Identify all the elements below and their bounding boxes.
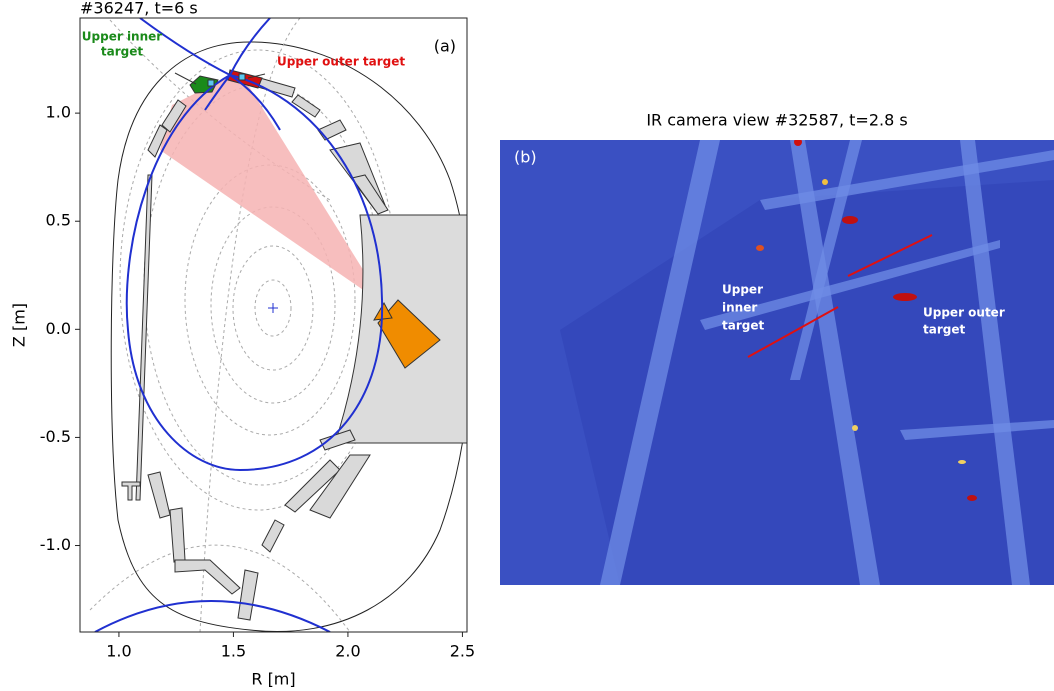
- annotation: target: [101, 45, 143, 59]
- ir-image: [500, 138, 1054, 585]
- annotation: target: [722, 319, 764, 333]
- annotation: Upper: [722, 283, 763, 297]
- annotation: target: [923, 323, 965, 337]
- panel-title: IR camera view #32587, t=2.8 s: [646, 111, 907, 130]
- annotation: Upper outer target: [277, 55, 405, 69]
- y-tick-label: 0.5: [46, 211, 71, 230]
- figure: #36247, t=6 s (a) R [m] Z [m] 1.0 1.5 2.0 2.5 -1…: [0, 0, 1054, 691]
- y-axis-label: Z [m]: [10, 303, 29, 347]
- y-tick-label: -1.0: [40, 535, 71, 554]
- annotation: Upper inner: [82, 30, 162, 44]
- x-tick-label: 1.5: [221, 642, 246, 661]
- x-tick-label: 1.0: [106, 642, 131, 661]
- y-tick-label: -0.5: [40, 427, 71, 446]
- annotation: Upper outer: [923, 306, 1005, 320]
- x-tick-label: 2.0: [335, 642, 360, 661]
- x-tick-label: 2.5: [450, 642, 475, 661]
- annotation: inner: [722, 301, 757, 315]
- tokamak-drawing: [90, 18, 471, 632]
- y-tick-label: 1.0: [46, 103, 71, 122]
- y-tick-label: 0.0: [46, 319, 71, 338]
- panel-label: (b): [514, 148, 537, 167]
- panel-label: (a): [434, 37, 456, 56]
- x-axis-label: R [m]: [251, 670, 295, 689]
- panel-title: #36247, t=6 s: [80, 0, 198, 18]
